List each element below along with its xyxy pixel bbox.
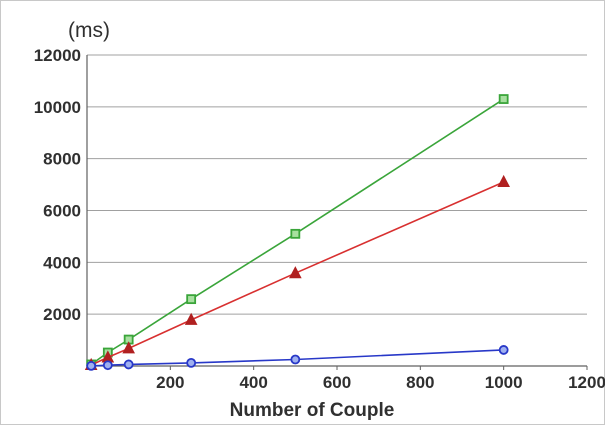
x-tick-label-3: 800: [406, 373, 434, 392]
y-tick-label-5: 12000: [34, 46, 81, 65]
data-point-1-3: [184, 312, 198, 325]
x-tick-labels: 200 400 600 800 1000 1200: [156, 373, 605, 392]
x-tick-label-4: 1000: [485, 373, 523, 392]
y-tick-label-1: 4000: [43, 253, 81, 272]
x-tick-label-0: 200: [156, 373, 184, 392]
data-point-2-0: [86, 360, 97, 371]
data-point-2-4: [290, 354, 301, 365]
data-point-0-3: [186, 294, 197, 305]
data-point-1-5: [497, 174, 510, 187]
x-tick-label-5: 1200: [568, 373, 605, 392]
x-tick-label-2: 600: [323, 373, 351, 392]
series-2: [86, 345, 509, 371]
data-point-2-5: [498, 345, 509, 355]
data-point-0-4: [290, 228, 301, 239]
y-tick-label-2: 6000: [43, 202, 81, 221]
data-point-2-2: [123, 359, 134, 370]
y-tick-label-3: 8000: [43, 150, 81, 169]
series-layer: [84, 94, 510, 371]
y-tick-labels: 2000 4000 6000 8000 10000 12000: [34, 46, 81, 324]
data-point-2-1: [102, 360, 113, 371]
data-point-1-4: [289, 266, 302, 279]
y-axis-unit-label: (ms): [68, 19, 110, 42]
axes: [86, 55, 588, 370]
data-point-1-2: [122, 341, 135, 354]
data-point-2-3: [186, 357, 197, 368]
y-tick-label-0: 2000: [43, 305, 81, 324]
x-axis-title: Number of Couple: [230, 400, 395, 421]
y-tick-label-4: 10000: [34, 98, 81, 117]
gridlines: [87, 54, 587, 315]
x-tick-label-1: 400: [239, 373, 267, 392]
data-point-0-5: [498, 94, 509, 104]
